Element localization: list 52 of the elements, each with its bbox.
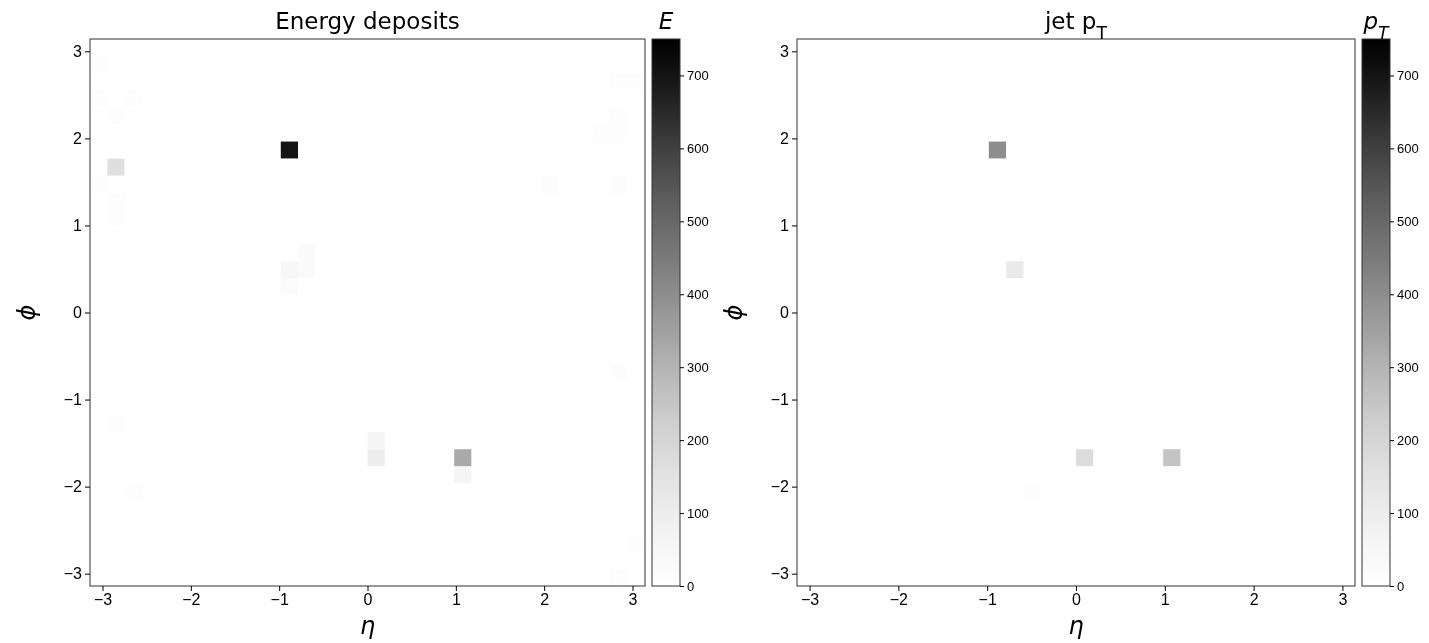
x-tick-label: −2	[889, 591, 909, 609]
x-axis-title: η	[359, 612, 376, 640]
chart-title: Energy deposits	[275, 8, 460, 34]
x-tick-label: 2	[1249, 591, 1259, 609]
y-tick-label: −1	[63, 391, 83, 409]
color-bar-label: 600	[1397, 141, 1419, 157]
x-tick-label: −1	[270, 591, 289, 609]
y-tick-label: 2	[73, 130, 83, 147]
y-tick-label: 3	[780, 42, 790, 60]
x-tick-label: 3	[628, 591, 638, 609]
y-tick-label: 0	[73, 304, 83, 322]
color-bar-label: 100	[687, 505, 709, 521]
x-tick-label: 2	[540, 591, 550, 609]
color-bar-label: 500	[687, 213, 709, 229]
color-bar-label: 200	[1397, 432, 1419, 448]
color-bar-label: 300	[1397, 359, 1419, 375]
x-tick-label: −2	[182, 591, 201, 609]
x-tick-label: 3	[1338, 591, 1348, 609]
y-axis-title: ϕ	[720, 304, 748, 321]
x-tick-label: −3	[800, 591, 820, 609]
y-tick-label: 1	[780, 217, 790, 235]
x-tick-label: 1	[1160, 591, 1170, 609]
y-tick-label: −3	[770, 565, 790, 583]
color-bar-label: 500	[1397, 213, 1419, 229]
y-tick-label: 0	[780, 304, 790, 322]
y-tick-label: −3	[63, 565, 83, 583]
color-bar-label: 400	[1397, 286, 1419, 302]
color-bar-title: E	[658, 8, 674, 34]
y-tick-label: −1	[770, 391, 790, 409]
chart-title: jet p$_{T}$	[1043, 8, 1108, 43]
color-bar-label: 300	[687, 359, 709, 375]
color-bar-label: 400	[687, 286, 709, 302]
y-tick-label: −2	[770, 478, 790, 496]
color-bar-label: 700	[1397, 68, 1419, 84]
y-tick-label: 2	[780, 130, 790, 147]
color-bar-label: 600	[687, 141, 709, 157]
color-bar-label: 700	[687, 68, 709, 84]
y-tick-label: −2	[63, 478, 83, 496]
y-axis-title: ϕ	[13, 304, 41, 321]
y-tick-label: 3	[73, 42, 83, 60]
y-tick-label: 1	[73, 217, 83, 235]
x-tick-label: 0	[1072, 591, 1082, 609]
color-bar-title: p$_{T}$	[1362, 8, 1391, 43]
x-tick-label: −3	[93, 591, 113, 609]
color-bar-label: 200	[687, 432, 709, 448]
color-bar-label: 100	[1397, 505, 1419, 521]
x-tick-label: 0	[363, 591, 373, 609]
x-tick-label: −1	[978, 591, 997, 609]
x-axis-title: η	[1068, 612, 1084, 640]
color-bar-label: 0	[1397, 578, 1405, 594]
color-bar-label: 0	[687, 578, 695, 594]
x-tick-label: 1	[451, 591, 461, 609]
